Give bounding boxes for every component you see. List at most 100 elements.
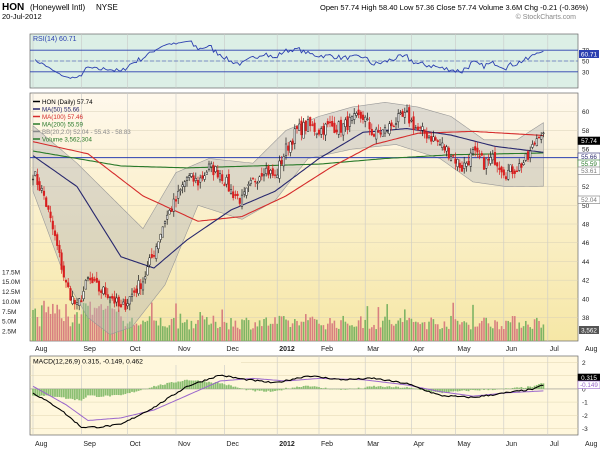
candle-body <box>419 127 422 129</box>
candle-body <box>408 107 411 124</box>
volume-bar <box>419 324 421 341</box>
candle-body <box>236 193 239 196</box>
macd-histogram-bar <box>249 388 252 390</box>
volume-bar <box>76 312 78 341</box>
candle-body <box>163 221 167 225</box>
macd-histogram-bar <box>469 388 472 390</box>
volume-bar <box>258 320 261 341</box>
macd-histogram-bar <box>60 388 63 398</box>
candle-body <box>432 136 435 142</box>
x-tick-label: Jul <box>550 346 559 353</box>
macd-histogram-bar <box>483 388 485 390</box>
candle-body <box>111 296 114 299</box>
candle-body <box>379 132 382 135</box>
candle-body <box>339 119 343 133</box>
volume-bar <box>375 329 377 341</box>
macd-histogram-bar <box>300 387 303 389</box>
volume-bar <box>498 329 501 341</box>
quote-summary: Open 57.74 High 58.40 Low 57.36 Close 57… <box>320 3 589 12</box>
candle-body <box>540 135 543 140</box>
volume-bar <box>342 315 344 341</box>
candle-body <box>139 283 142 290</box>
volume-bar <box>111 308 113 341</box>
volume-bar <box>34 308 36 341</box>
volume-bar <box>305 314 307 341</box>
x-tick-label: Feb <box>321 441 333 448</box>
macd-histogram-bar <box>373 385 375 389</box>
volume-bar <box>313 318 316 341</box>
candle-body <box>265 167 268 174</box>
x-tick-label: Oct <box>130 346 141 353</box>
macd-histogram-bar <box>120 388 122 396</box>
candle-body <box>225 177 228 185</box>
macd-histogram-bar <box>155 386 158 389</box>
x-tick-label: Apr <box>413 346 425 353</box>
candle-body <box>460 165 464 172</box>
macd-histogram-bar <box>494 388 496 390</box>
candle-body <box>251 178 255 180</box>
candle-body <box>93 279 96 281</box>
candle-body <box>269 170 272 174</box>
macd-histogram-bar <box>234 386 237 389</box>
volume-bar <box>179 313 182 341</box>
bollinger-band <box>32 102 544 335</box>
candle-body <box>183 181 186 187</box>
volume-bar <box>399 318 402 341</box>
macd-histogram-bar <box>69 388 72 399</box>
macd-histogram-bar <box>186 379 188 389</box>
volume-bar <box>217 328 219 341</box>
macd-histogram-bar <box>34 388 37 397</box>
volume-bar <box>377 307 380 341</box>
volume-bar <box>155 320 157 341</box>
volume-bar <box>448 328 450 341</box>
macd-histogram-bar <box>458 388 461 392</box>
macd-histogram-bar <box>150 387 153 389</box>
volume-bar <box>118 309 120 341</box>
macd-histogram-bar <box>230 385 232 389</box>
volume-bar <box>441 328 443 341</box>
price-panel: 384042444648505254565860 2.5M5.0M7.5M10.… <box>2 92 600 342</box>
candle-body <box>368 122 371 130</box>
volume-bar <box>166 327 168 341</box>
volume-bar <box>285 319 287 341</box>
rsi-plot <box>34 40 544 79</box>
candle-body <box>190 173 193 177</box>
macd-histogram-bar <box>346 388 349 390</box>
macd-histogram-bar <box>32 388 34 396</box>
volume-bar <box>472 304 474 341</box>
volume-bar <box>190 320 193 341</box>
volume-bar <box>443 321 446 341</box>
candle-body <box>174 199 178 202</box>
macd-histogram-bar <box>203 381 206 389</box>
volume-bar <box>137 325 140 341</box>
rsi-line <box>34 40 544 79</box>
volume-bar <box>52 303 54 341</box>
macd-histogram-bar <box>324 387 327 389</box>
candle-body <box>177 190 180 199</box>
candle-body <box>150 254 153 258</box>
volume-bar <box>518 322 520 341</box>
legend-entry: BB(20,2.0) 52.04 - 55.43 - 58.83 <box>42 129 131 136</box>
candle-body <box>229 189 233 194</box>
candle-body <box>249 180 252 184</box>
macd-histogram-bar <box>307 385 309 389</box>
macd-histogram-bar <box>106 388 109 396</box>
volume-bar <box>243 320 245 341</box>
candle-body <box>40 188 43 191</box>
volume-bar <box>289 326 292 341</box>
price-badge <box>577 195 600 204</box>
macd-histogram-bar <box>298 386 301 389</box>
volume-bar <box>428 321 430 341</box>
macd-histogram-bar <box>381 386 384 389</box>
candle-body <box>207 163 211 170</box>
macd-histogram-bar <box>445 388 448 393</box>
x-tick-label: Sep <box>83 441 96 448</box>
candle-body <box>115 297 118 303</box>
candle-body <box>71 296 74 305</box>
macd-histogram-bar <box>439 388 441 393</box>
macd-histogram-bar <box>87 388 89 396</box>
volume-bar <box>355 326 358 341</box>
volume-bar <box>63 321 65 341</box>
volume-bar <box>269 323 272 341</box>
candle-body <box>302 122 305 139</box>
